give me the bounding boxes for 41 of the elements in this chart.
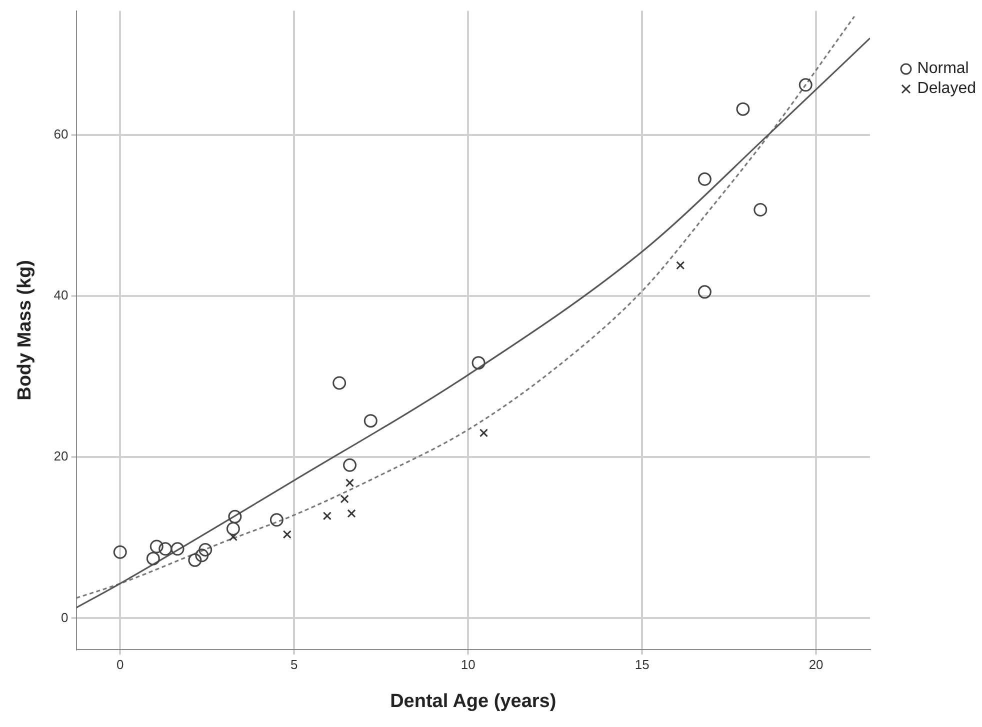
point — [228, 532, 238, 542]
point — [676, 261, 685, 270]
point — [343, 458, 357, 472]
point — [150, 540, 164, 554]
point — [198, 542, 212, 556]
legend-label: Delayed — [917, 80, 976, 98]
point — [364, 414, 378, 428]
point — [345, 478, 354, 488]
point — [188, 553, 202, 567]
point — [754, 203, 768, 217]
legend-label: Normal — [917, 60, 969, 78]
point — [228, 510, 242, 524]
point — [340, 494, 349, 504]
x-tick-label: 15 — [634, 656, 650, 672]
point — [736, 102, 750, 116]
point — [270, 513, 284, 527]
point — [195, 548, 209, 562]
x-axis-title: Dental Age (years) — [390, 690, 556, 712]
y-tick-label: 0 — [61, 610, 68, 625]
point — [698, 172, 712, 186]
point — [698, 285, 712, 299]
point — [146, 552, 160, 566]
x-tick-label: 10 — [460, 656, 476, 672]
point — [798, 78, 812, 92]
point — [282, 530, 292, 539]
y-axis-title: Body Mass (kg) — [14, 260, 36, 400]
y-tick-label: 60 — [54, 126, 68, 142]
x-tick-label: 20 — [808, 656, 824, 672]
point — [332, 376, 346, 390]
point — [226, 522, 240, 536]
y-tick-label: 40 — [54, 288, 68, 303]
x-tick-label: 0 — [116, 656, 124, 672]
point — [170, 542, 184, 556]
point — [113, 545, 127, 559]
x-tick-label: 5 — [290, 656, 298, 672]
point — [158, 542, 172, 556]
point — [472, 356, 486, 370]
point — [479, 428, 488, 438]
point — [347, 509, 356, 518]
point — [322, 512, 332, 520]
y-tick-label: 20 — [54, 448, 68, 464]
